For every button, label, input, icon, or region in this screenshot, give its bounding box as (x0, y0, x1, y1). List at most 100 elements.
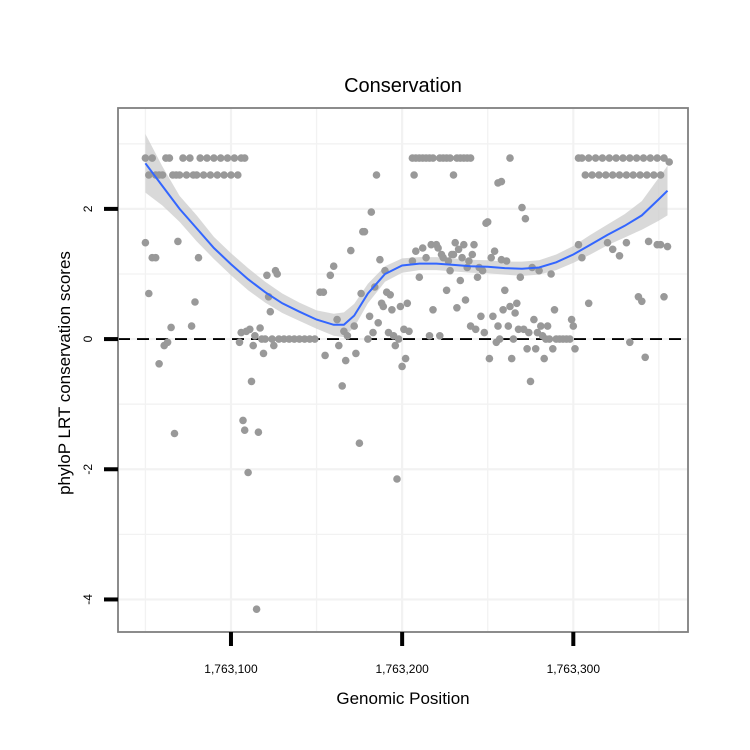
smooth-trend-line (144, 162, 669, 326)
data-point (665, 158, 673, 166)
data-point (365, 312, 374, 321)
data-point (240, 426, 249, 435)
data-point (427, 240, 436, 249)
data-point (216, 154, 225, 162)
data-point (401, 354, 410, 363)
data-point (608, 245, 617, 254)
data-point (629, 171, 637, 179)
data-point (266, 307, 275, 316)
data-point (355, 439, 364, 448)
data-point (622, 171, 631, 179)
data-point (571, 345, 579, 353)
data-point (644, 237, 653, 246)
y-tick-label: -4 (81, 594, 95, 605)
data-point (660, 293, 668, 301)
data-point (603, 238, 612, 247)
data-point (141, 154, 150, 162)
data-point (415, 273, 424, 282)
data-point (514, 325, 523, 334)
data-point (461, 296, 470, 304)
data-point (591, 154, 600, 162)
data-point (329, 262, 338, 271)
data-point (393, 475, 401, 483)
data-point (263, 271, 271, 280)
data-point (186, 154, 194, 162)
data-point (504, 322, 513, 330)
data-point (453, 304, 461, 312)
data-point (543, 322, 552, 330)
data-point (341, 356, 350, 365)
data-point (663, 242, 672, 251)
data-point (434, 244, 442, 252)
data-point (446, 154, 454, 162)
data-point (240, 154, 249, 162)
data-point (473, 273, 482, 282)
data-point (656, 240, 665, 249)
data-point (369, 328, 377, 337)
data-point (653, 154, 661, 162)
data-point (454, 245, 463, 254)
data-point (145, 171, 153, 179)
data-point (636, 171, 644, 179)
data-point (394, 335, 403, 343)
data-point (158, 171, 167, 179)
data-point (485, 354, 494, 363)
data-point (319, 288, 328, 297)
data-point (155, 360, 163, 368)
x-tick-label: 1,763,100 (204, 662, 258, 676)
data-point (566, 335, 574, 343)
y-axis-title: phyloP LRT conservation scores (55, 251, 74, 495)
y-tick-label: 0 (81, 335, 95, 342)
data-point (660, 154, 668, 162)
data-point (468, 250, 477, 259)
data-point (148, 154, 156, 162)
data-point (396, 302, 405, 311)
data-point (449, 171, 458, 179)
data-point (608, 171, 617, 179)
data-point (372, 171, 381, 179)
data-point (567, 315, 576, 324)
data-point (525, 328, 533, 337)
data-point (295, 335, 304, 343)
data-point (376, 255, 384, 264)
data-point (574, 240, 583, 249)
data-point (480, 328, 489, 337)
data-point (405, 327, 413, 336)
data-point (444, 257, 453, 265)
data-point (230, 154, 239, 162)
data-point (569, 322, 578, 330)
data-points (141, 154, 673, 613)
data-point (210, 154, 218, 162)
data-point (456, 276, 465, 285)
data-point (268, 335, 276, 343)
data-point (182, 171, 191, 179)
data-point (234, 171, 242, 179)
data-point (235, 338, 244, 347)
x-tick-label: 1,763,200 (375, 662, 429, 676)
data-point (470, 240, 478, 249)
data-point (530, 315, 538, 324)
data-point (249, 341, 257, 350)
data-point (497, 177, 506, 186)
chart-title: Conservation (344, 75, 462, 97)
data-point (549, 345, 557, 353)
data-point (460, 240, 468, 249)
data-point (550, 306, 559, 314)
data-point (483, 218, 492, 226)
data-point (465, 257, 473, 265)
data-point (506, 154, 514, 162)
data-point (165, 154, 174, 162)
data-point (523, 345, 531, 353)
data-point (244, 468, 252, 477)
data-point (174, 237, 182, 246)
data-point (179, 154, 187, 162)
data-point (227, 171, 235, 179)
data-point (223, 154, 232, 162)
data-point (436, 332, 444, 340)
data-point (163, 338, 172, 347)
data-point (584, 299, 593, 308)
data-point (511, 309, 519, 317)
data-point (213, 171, 222, 179)
data-point (175, 171, 184, 179)
data-point (602, 171, 610, 179)
